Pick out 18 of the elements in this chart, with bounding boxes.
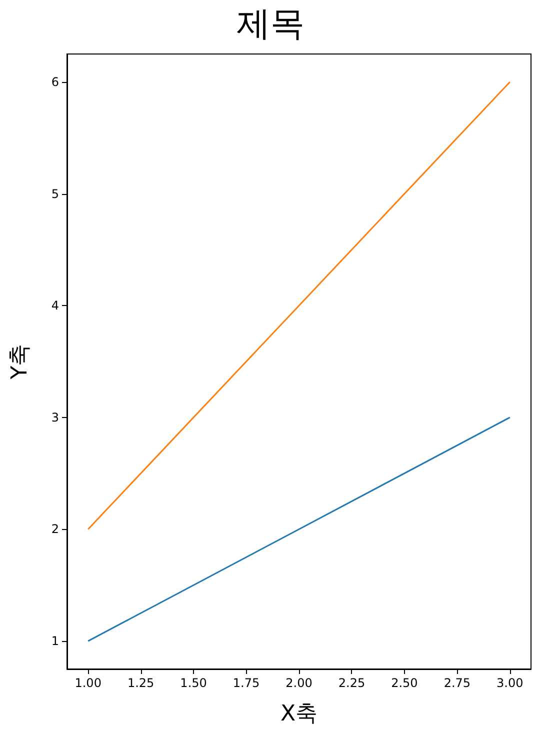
x-tick-label: 1.00 [74, 676, 102, 690]
y-tick-label: 6 [51, 74, 59, 89]
x-axis-title: X축 [280, 702, 318, 726]
x-tick-label: 1.25 [127, 676, 154, 690]
x-tick-label: 1.50 [180, 676, 207, 690]
x-tick-label: 1.75 [232, 676, 260, 690]
y-tick-label: 5 [51, 186, 59, 201]
x-tick-label: 2.25 [338, 676, 366, 690]
y-tick-label: 2 [51, 522, 59, 536]
y-tick-label: 3 [51, 410, 59, 424]
y-tick-label: 4 [51, 298, 59, 313]
x-tick-label: 2.75 [444, 676, 471, 690]
y-axis-title: Y축 [8, 344, 32, 380]
chart-title: 제목 [236, 4, 304, 44]
x-tick-label: 3.00 [496, 676, 524, 690]
x-tick-label: 2.50 [391, 676, 418, 690]
x-tick-label: 2.00 [286, 676, 312, 690]
y-tick-label: 1 [51, 634, 59, 648]
